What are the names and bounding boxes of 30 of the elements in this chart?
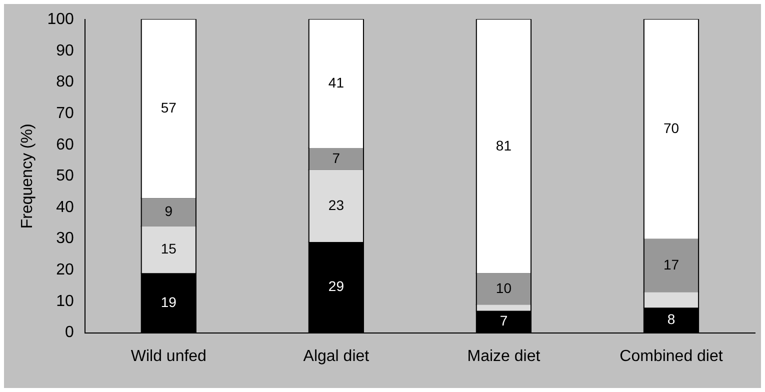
- y-tick-label: 70: [56, 104, 74, 122]
- y-axis-title: Frequency (%): [19, 124, 36, 229]
- y-tick-label: 80: [56, 74, 74, 91]
- data-label: 29: [328, 278, 344, 294]
- data-label: 10: [496, 280, 512, 296]
- y-tick-label: 50: [56, 168, 74, 185]
- data-label: 7: [500, 312, 508, 329]
- data-label: 81: [496, 137, 512, 154]
- y-tick-label: 40: [56, 198, 74, 216]
- y-tick-label: 90: [56, 42, 74, 60]
- y-tick-label: 0: [64, 324, 74, 342]
- y-tick-label: 20: [56, 262, 74, 279]
- data-label: 70: [663, 120, 680, 136]
- data-label: 9: [164, 203, 173, 220]
- data-label: 19: [160, 294, 177, 310]
- data-label: 57: [160, 100, 177, 116]
- data-label: 8: [667, 311, 676, 328]
- x-tick-label: Wild unfed: [130, 348, 206, 365]
- data-label: 23: [328, 196, 344, 213]
- data-label: 17: [663, 256, 680, 272]
- x-tick-label: Combined diet: [620, 348, 724, 365]
- data-label: 15: [160, 240, 177, 257]
- y-tick-label: 30: [56, 230, 74, 248]
- y-tick-label: 10: [56, 292, 74, 310]
- y-tick-label: 100: [47, 11, 74, 28]
- y-tick-label: 60: [56, 136, 74, 154]
- x-tick-label: Algal diet: [303, 348, 370, 365]
- data-label: 7: [332, 150, 340, 166]
- x-tick-label: Maize diet: [467, 348, 541, 365]
- data-label: 41: [328, 74, 344, 91]
